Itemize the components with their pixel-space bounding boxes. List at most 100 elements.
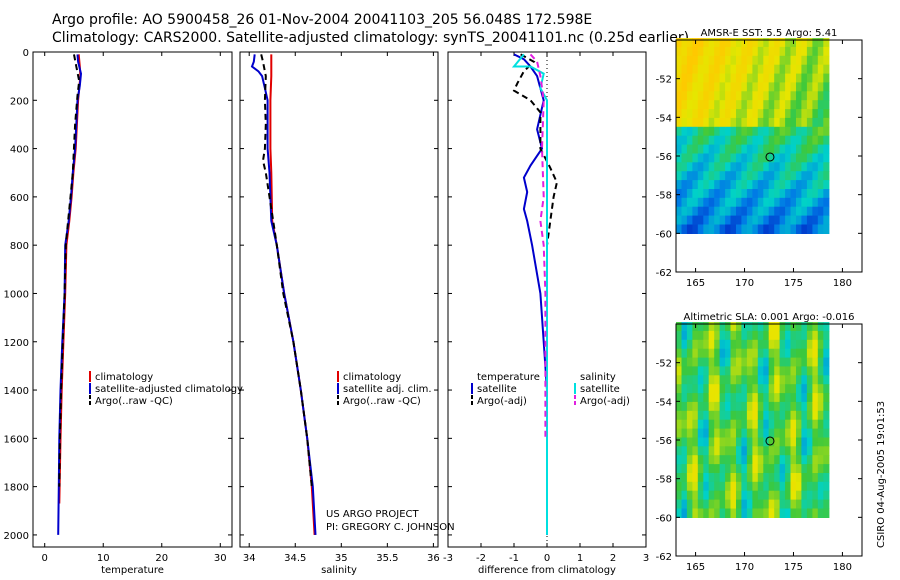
heatmap-cell <box>790 446 797 456</box>
heatmap-cell <box>779 206 786 217</box>
heatmap-cell <box>714 499 721 510</box>
xtick-label-sst: 180 <box>833 278 852 289</box>
heatmap-cell <box>681 126 688 137</box>
heatmap-cell <box>801 46 808 57</box>
series-line-temperature-2 <box>58 54 81 487</box>
heatmap-cell <box>676 419 683 430</box>
ytick-label-sla: -54 <box>656 397 672 408</box>
heatmap-cell <box>708 153 715 163</box>
heatmap-cell <box>692 366 699 376</box>
heatmap-cell <box>686 206 693 217</box>
heatmap-cell <box>785 38 792 48</box>
heatmap-cell <box>708 437 715 447</box>
heatmap-cell <box>686 126 693 137</box>
legend-temperature-text-0: climatology <box>95 372 153 383</box>
heatmap-cell <box>752 473 759 483</box>
heatmap-cell <box>681 348 688 359</box>
xtick-label-sla: 175 <box>784 562 803 573</box>
heatmap-cell <box>692 135 699 146</box>
heatmap-cell <box>686 446 693 456</box>
heatmap-cell <box>752 162 759 172</box>
heatmap-cell <box>779 73 786 84</box>
heatmap-cell <box>703 464 710 474</box>
heatmap-cell <box>725 339 732 350</box>
heatmap-cell <box>812 109 819 119</box>
heatmap-cell <box>697 384 704 394</box>
heatmap-cell <box>692 455 699 465</box>
heatmap-cell <box>801 55 808 66</box>
heatmap-cell <box>692 384 699 394</box>
heatmap-cell <box>730 401 737 412</box>
heatmap-cell <box>796 46 803 57</box>
heatmap-cell <box>790 481 797 492</box>
heatmap-cell <box>779 109 786 119</box>
heatmap-cell <box>806 366 813 376</box>
heatmap-cell <box>697 508 704 518</box>
heatmap-cell <box>757 446 764 456</box>
heatmap-cell <box>801 135 808 146</box>
heatmap-cell <box>703 215 710 226</box>
heatmap-cell <box>736 197 743 208</box>
heatmap-cell <box>812 171 819 181</box>
heatmap-cell <box>790 490 797 501</box>
heatmap-cell <box>692 330 699 341</box>
heatmap-cell <box>768 215 775 226</box>
heatmap-cell <box>719 437 726 447</box>
heatmap-cell <box>768 55 775 66</box>
heatmap-cell <box>752 322 759 332</box>
heatmap-cell <box>741 180 748 190</box>
heatmap-cell <box>801 401 808 412</box>
heatmap-cell <box>730 55 737 66</box>
heatmap-cell <box>768 73 775 84</box>
heatmap-cell <box>763 100 770 110</box>
heatmap-cell <box>806 135 813 146</box>
heatmap-cell <box>790 428 797 439</box>
heatmap-cell <box>812 135 819 146</box>
heatmap-cell <box>768 126 775 137</box>
heatmap-cell <box>796 180 803 190</box>
heatmap-cell <box>697 481 704 492</box>
heatmap-cell <box>785 46 792 57</box>
heatmap-cell <box>736 428 743 439</box>
heatmap-cell <box>763 481 770 492</box>
heatmap-cell <box>736 206 743 217</box>
heatmap-cell <box>708 180 715 190</box>
heatmap-cell <box>719 455 726 465</box>
heatmap-cell <box>752 428 759 439</box>
heatmap-cell <box>681 375 688 385</box>
ytick-label-sla: -56 <box>656 436 672 447</box>
heatmap-cell <box>719 46 726 57</box>
heatmap-cell <box>785 375 792 385</box>
heatmap-cell <box>686 46 693 57</box>
heatmap-cell <box>774 55 781 66</box>
heatmap-cell <box>741 410 748 421</box>
heatmap-cell <box>686 410 693 421</box>
heatmap-cell <box>768 91 775 101</box>
heatmap-cell <box>736 490 743 501</box>
heatmap-cell <box>692 46 699 57</box>
heatmap-cell <box>741 224 748 234</box>
heatmap-cell <box>741 197 748 208</box>
heatmap-cell <box>801 215 808 226</box>
heatmap-cell <box>817 180 824 190</box>
heatmap-cell <box>823 401 830 412</box>
heatmap-cell <box>697 64 704 75</box>
heatmap-cell <box>719 419 726 430</box>
heatmap-cell <box>785 73 792 84</box>
heatmap-cell <box>703 499 710 510</box>
heatmap-cell <box>719 446 726 456</box>
heatmap-cell <box>730 322 737 332</box>
heatmap-cell <box>714 366 721 376</box>
heatmap-cell <box>785 357 792 368</box>
heatmap-cell <box>719 109 726 119</box>
heatmap-cell <box>790 171 797 181</box>
heatmap-cell <box>752 144 759 155</box>
heatmap-cell <box>703 339 710 350</box>
heatmap-cell <box>757 109 764 119</box>
heatmap-cell <box>796 375 803 385</box>
heatmap-cell <box>823 508 830 518</box>
heatmap-cell <box>725 384 732 394</box>
heatmap-cell <box>752 437 759 447</box>
heatmap-cell <box>741 455 748 465</box>
heatmap-cell <box>801 144 808 155</box>
